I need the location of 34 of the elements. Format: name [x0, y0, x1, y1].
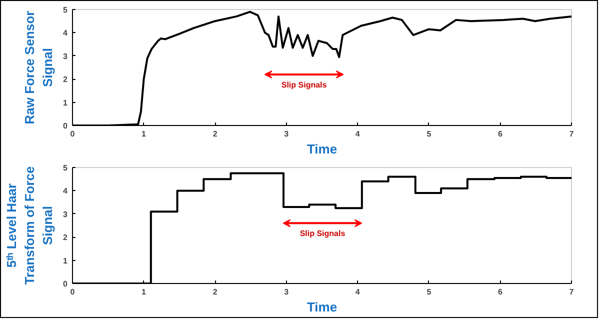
- y-tick-label: 4: [63, 186, 68, 196]
- y-axis-title: Raw Force Sensor Signal: [22, 10, 56, 124]
- y-tick-label: 4: [63, 28, 68, 38]
- y-tick-label: 0: [63, 122, 68, 130]
- y-tick-label: 0: [63, 280, 68, 288]
- x-tick-label: 6: [498, 130, 503, 138]
- y-tick-label: 3: [63, 210, 68, 219]
- annotation: Slip Signals: [281, 80, 328, 90]
- x-tick-label: 4: [355, 288, 360, 296]
- x-tick-label: 5: [426, 130, 432, 138]
- x-tick-label: 2: [212, 288, 218, 296]
- x-tick-label: 0: [70, 288, 76, 296]
- y-tick-label: 1: [63, 98, 68, 108]
- y-tick-label: 2: [63, 233, 68, 242]
- x-tick-label: 3: [284, 130, 290, 138]
- x-tick-label: 0: [70, 130, 76, 138]
- x-axis-title: Time: [306, 300, 338, 314]
- x-tick-label: 1: [142, 130, 147, 138]
- y-axis-title: 5ᵗʰ Level Haar Transform of Force Signal: [4, 166, 56, 285]
- x-tick-label: 7: [569, 130, 574, 138]
- y-tick-label: 5: [63, 164, 68, 172]
- x-tick-label: 7: [569, 288, 574, 296]
- y-tick-label: 2: [63, 75, 68, 84]
- y-tick-label: 3: [63, 52, 68, 61]
- x-tick-label: 5: [426, 288, 432, 296]
- x-tick-label: 2: [212, 130, 218, 138]
- y-tick-label: 1: [63, 256, 68, 266]
- annotation: Slip Signals: [300, 229, 346, 238]
- x-axis-title: Time: [306, 142, 338, 156]
- x-tick-label: 6: [498, 288, 503, 296]
- x-tick-label: 4: [355, 130, 360, 138]
- x-tick-label: 3: [284, 288, 290, 296]
- x-tick-label: 1: [142, 288, 147, 296]
- y-tick-label: 5: [63, 6, 68, 14]
